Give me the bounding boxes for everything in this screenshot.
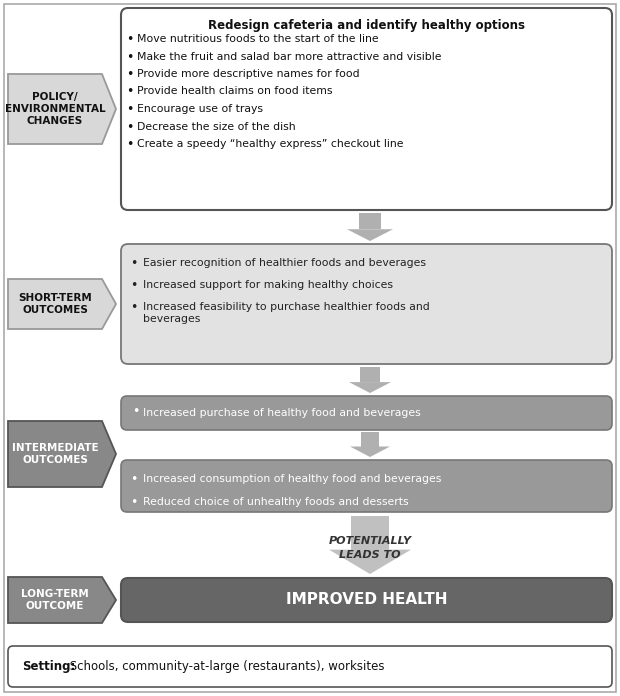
Polygon shape — [8, 74, 116, 144]
Text: •: • — [130, 257, 138, 270]
Text: IMPROVED HEALTH: IMPROVED HEALTH — [286, 592, 447, 608]
Bar — [360, 367, 380, 382]
Text: Provide health claims on food items: Provide health claims on food items — [137, 86, 332, 97]
Text: •: • — [126, 86, 134, 99]
Text: Setting:: Setting: — [22, 660, 76, 673]
Polygon shape — [350, 447, 390, 457]
Text: •: • — [126, 138, 134, 151]
Bar — [361, 432, 379, 447]
Text: •: • — [126, 103, 134, 116]
Text: Increased consumption of healthy food and beverages: Increased consumption of healthy food an… — [143, 474, 441, 484]
Text: Increased support for making healthy choices: Increased support for making healthy cho… — [143, 280, 393, 290]
Text: •: • — [130, 301, 138, 314]
Text: •: • — [130, 496, 138, 509]
Text: Move nutritious foods to the start of the line: Move nutritious foods to the start of th… — [137, 34, 379, 44]
FancyBboxPatch shape — [121, 396, 612, 430]
Text: Increased feasibility to purchase healthier foods and
beverages: Increased feasibility to purchase health… — [143, 302, 430, 324]
Text: POLICY/
ENVIRONMENTAL
CHANGES: POLICY/ ENVIRONMENTAL CHANGES — [5, 92, 105, 127]
FancyBboxPatch shape — [121, 8, 612, 210]
Text: Easier recognition of healthier foods and beverages: Easier recognition of healthier foods an… — [143, 258, 426, 268]
FancyBboxPatch shape — [121, 578, 612, 622]
FancyBboxPatch shape — [121, 244, 612, 364]
Text: LEADS TO: LEADS TO — [339, 550, 401, 560]
Text: •: • — [126, 68, 134, 81]
Bar — [351, 516, 389, 550]
Text: Create a speedy “healthy express” checkout line: Create a speedy “healthy express” checko… — [137, 139, 404, 149]
Text: Provide more descriptive names for food: Provide more descriptive names for food — [137, 69, 360, 79]
Polygon shape — [349, 382, 391, 393]
Text: LONG-TERM
OUTCOME: LONG-TERM OUTCOME — [21, 589, 89, 611]
Text: INTERMEDIATE
OUTCOMES: INTERMEDIATE OUTCOMES — [12, 443, 99, 465]
Text: Schools, community-at-large (restaurants), worksites: Schools, community-at-large (restaurants… — [66, 660, 384, 673]
FancyBboxPatch shape — [121, 460, 612, 512]
Text: Encourage use of trays: Encourage use of trays — [137, 104, 263, 114]
Text: POTENTIALLY: POTENTIALLY — [329, 536, 412, 546]
Text: •: • — [132, 406, 140, 418]
Text: •: • — [130, 279, 138, 292]
Text: Make the fruit and salad bar more attractive and visible: Make the fruit and salad bar more attrac… — [137, 52, 441, 61]
Text: Increased purchase of healthy food and beverages: Increased purchase of healthy food and b… — [143, 408, 421, 418]
Text: •: • — [130, 473, 138, 486]
FancyBboxPatch shape — [8, 646, 612, 687]
Bar — [359, 213, 381, 229]
Polygon shape — [329, 550, 411, 574]
Polygon shape — [8, 421, 116, 487]
Text: •: • — [126, 51, 134, 63]
Text: Decrease the size of the dish: Decrease the size of the dish — [137, 122, 296, 132]
Text: Redesign cafeteria and identify healthy options: Redesign cafeteria and identify healthy … — [208, 19, 525, 32]
Polygon shape — [8, 279, 116, 329]
Text: SHORT-TERM
OUTCOMES: SHORT-TERM OUTCOMES — [18, 293, 92, 315]
Text: •: • — [126, 120, 134, 134]
Polygon shape — [8, 577, 116, 623]
Text: Reduced choice of unhealthy foods and desserts: Reduced choice of unhealthy foods and de… — [143, 497, 409, 507]
Text: •: • — [126, 33, 134, 46]
Polygon shape — [347, 229, 393, 241]
